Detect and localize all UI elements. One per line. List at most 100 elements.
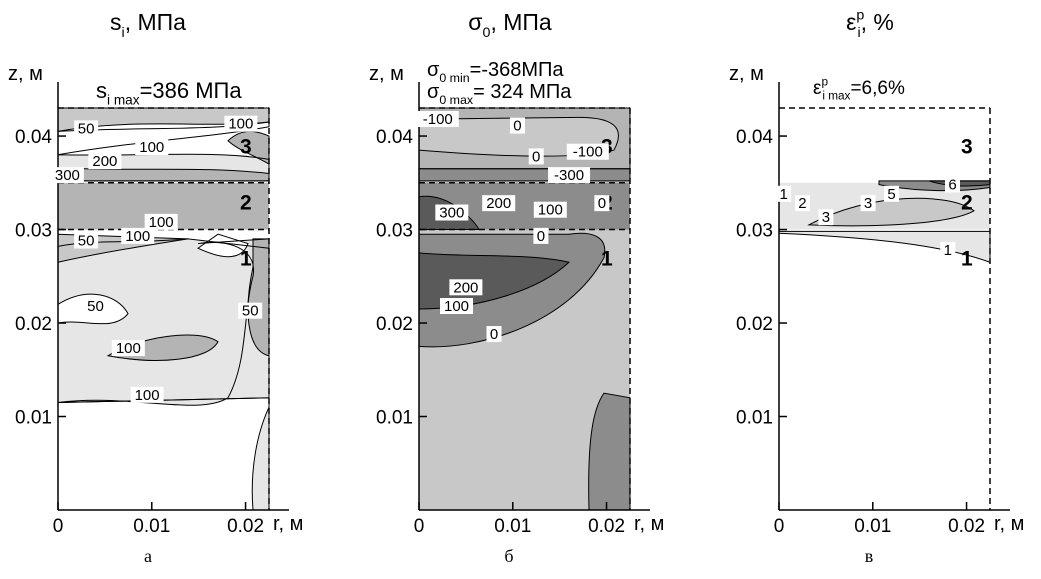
panel-title-base: s — [110, 9, 122, 35]
y-tick-label: 0.02 — [376, 314, 413, 335]
contour-label-bg — [884, 185, 900, 202]
x-axis-label: r, м — [994, 513, 1024, 535]
contour-label: 50 — [242, 303, 259, 320]
layer-boundaries-b — [419, 107, 631, 510]
panel-title: εp i, % — [846, 8, 894, 41]
x-axis-label: r, м — [273, 513, 303, 535]
layer-boundaries-c — [779, 107, 991, 510]
y-tick-label: 0.03 — [736, 221, 773, 242]
panel-caption: а — [144, 546, 152, 566]
contour-line — [418, 252, 571, 310]
max-label-sup: p — [821, 75, 828, 88]
x-axis-label: r, м — [634, 513, 664, 535]
contour-label: 100 — [139, 139, 164, 156]
contour-label: 0 — [598, 195, 606, 212]
contour-label-bg — [486, 326, 502, 343]
contour-line — [247, 238, 270, 357]
field-c — [779, 108, 990, 510]
contour-line — [778, 230, 991, 263]
min-label-sub: 0 min — [439, 71, 469, 85]
contour-label-bg — [74, 232, 99, 249]
axes-a — [57, 82, 289, 511]
y-axis-label: z, м — [729, 63, 764, 85]
region-label: 2 — [961, 191, 973, 214]
min-label: σ0 min=-368МПа — [427, 59, 564, 85]
max-label: εp i max=6,6% — [813, 75, 905, 102]
x-tick-label: 0.02 — [588, 516, 625, 537]
y-axis-label: z, м — [369, 63, 404, 85]
fill-background — [779, 108, 990, 510]
max-label: σ0 max= 324 МПа — [427, 81, 572, 107]
contour-label: 100 — [149, 214, 174, 231]
contour-label: 6 — [948, 176, 956, 193]
contour-label: 0 — [532, 148, 540, 165]
max-label-rest: =386 МПа — [140, 78, 243, 103]
contour-label-bg — [50, 167, 84, 184]
contour-label-bg — [818, 209, 834, 226]
contour-label-bg — [944, 176, 960, 193]
contour-label: 1 — [780, 186, 788, 203]
contour-label: 3 — [864, 195, 872, 212]
contour-label-bg — [860, 195, 876, 212]
contour-label-bg — [238, 302, 263, 319]
contour-label-bg — [121, 227, 155, 244]
x-tick-label: 0 — [414, 516, 425, 537]
panel-title-base: ε — [846, 9, 856, 35]
panel-title-rest: , МПа — [490, 9, 551, 35]
contour-label-bg — [130, 386, 164, 403]
panel-title: si, МПа — [110, 9, 186, 41]
contour-label-bg — [794, 195, 810, 212]
chart-panel-a: 0.010.020.030.040 0.01 0.02z, мr, мsi, МПа… — [8, 9, 303, 566]
panel-title-sup: p — [856, 8, 864, 24]
contour-label: 200 — [486, 195, 511, 212]
x-tick-label: 0 — [53, 516, 64, 537]
contour-label: 0 — [513, 118, 521, 135]
max-label-rest: =6,6% — [850, 78, 905, 99]
contour-label: 300 — [439, 205, 464, 222]
y-tick-label: 0.03 — [376, 221, 413, 242]
region-label: 1 — [601, 248, 613, 271]
contour-label: 5 — [887, 186, 895, 203]
contour-label-bg — [482, 195, 516, 212]
contour-label-bg — [224, 115, 258, 132]
contour-label: 200 — [92, 153, 117, 170]
contour-line — [418, 232, 606, 348]
fill-level-top — [58, 108, 269, 132]
contour-label: 0 — [490, 326, 498, 343]
contour-line — [57, 153, 270, 182]
contour-label-bg — [144, 213, 178, 230]
x-tick-label: 0.01 — [854, 516, 891, 537]
contour-label: 100 — [444, 298, 469, 315]
y-tick-label: 0.03 — [15, 221, 52, 242]
panel-caption: б — [504, 546, 513, 566]
x-tick-label: 0.01 — [133, 516, 170, 537]
contour-label: 300 — [55, 167, 80, 184]
contour-label: 100 — [135, 387, 160, 404]
contour-label-bg — [548, 167, 591, 184]
panel-title-sub: i — [122, 25, 125, 41]
max-label-sub: i max — [822, 90, 850, 103]
x-tick-label: 0.01 — [494, 516, 531, 537]
contour-label: 100 — [538, 202, 563, 219]
y-tick-label: 0.04 — [376, 127, 413, 148]
contour-label-bg — [776, 185, 792, 202]
y-tick-label: 0.02 — [15, 314, 52, 335]
contour-label-bg — [594, 195, 610, 212]
panel-caption: в — [865, 546, 874, 566]
x-tick-label: 0 — [774, 516, 785, 537]
region-label: 2 — [240, 191, 252, 214]
y-tick-label: 0.01 — [736, 408, 773, 429]
contour-label-bg — [528, 148, 544, 165]
contour-lines-a — [57, 107, 270, 511]
region-label: 3 — [961, 135, 973, 158]
max-label-rest: = 324 МПа — [473, 81, 572, 103]
contour-label-bg — [566, 143, 609, 160]
contour-label-bg — [111, 340, 145, 357]
contour-line — [57, 293, 129, 325]
contour-line — [57, 233, 189, 263]
max-label-sub: 0 max — [439, 93, 474, 107]
panel-title-base: σ — [468, 9, 482, 35]
